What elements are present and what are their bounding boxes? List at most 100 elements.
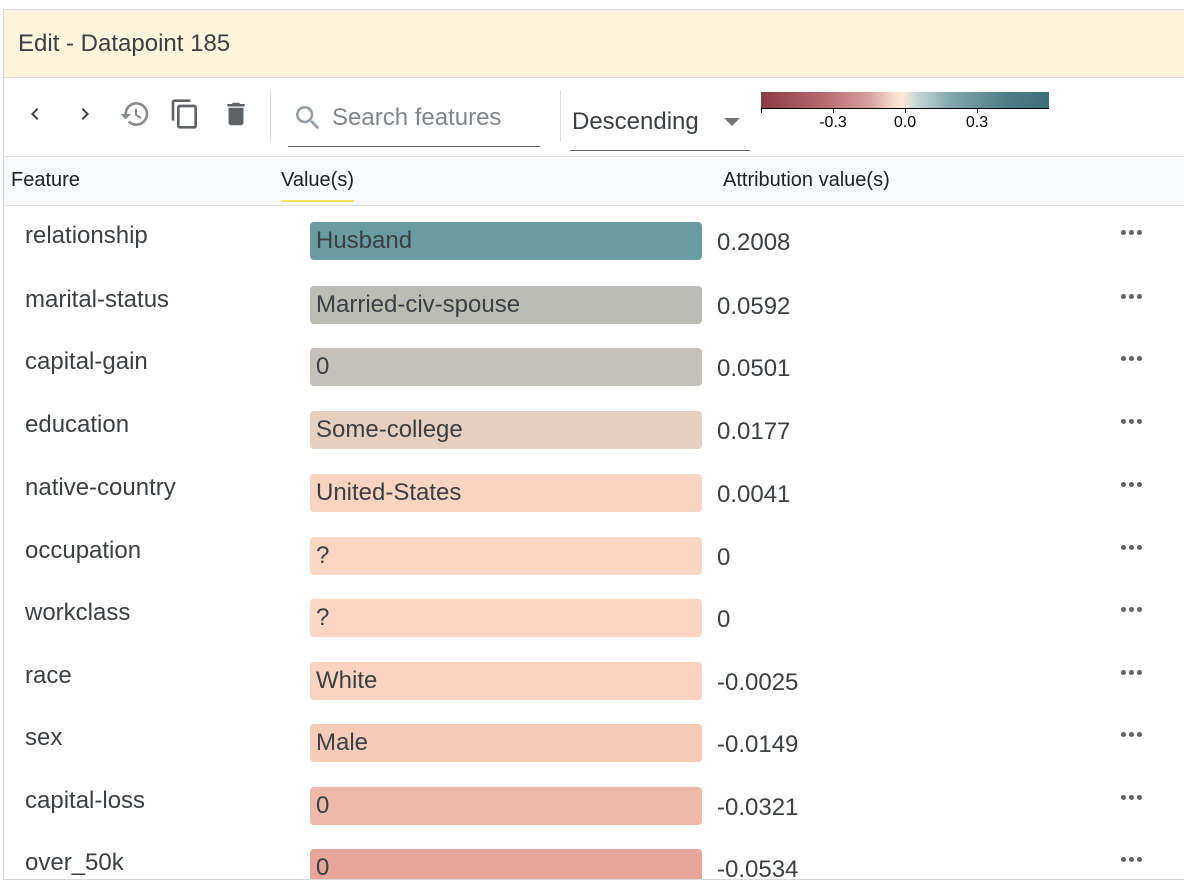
table-row: occupation? 0: [4, 521, 1184, 583]
feature-value-field[interactable]: White: [310, 662, 702, 700]
attribution-value: 0.2008: [717, 229, 791, 256]
next-button[interactable]: [65, 94, 105, 134]
search-features-field[interactable]: [288, 98, 540, 147]
chevron-right-icon: [81, 108, 89, 120]
toolbar-divider: [270, 90, 271, 142]
feature-value-field[interactable]: Some-college: [310, 411, 702, 449]
more-horiz-icon: [1120, 856, 1142, 862]
more-options-button[interactable]: [1116, 346, 1146, 370]
feature-value-field[interactable]: 0: [310, 787, 702, 825]
more-options-button[interactable]: [1116, 597, 1146, 621]
more-options-button[interactable]: [1116, 722, 1146, 746]
more-horiz-icon: [1120, 355, 1142, 361]
more-horiz-icon: [1120, 481, 1142, 487]
panel-title-bar: Edit - Datapoint 185: [4, 10, 1184, 78]
feature-value-field[interactable]: 0: [310, 348, 702, 386]
table-row: capital-loss 0 -0.0321: [4, 771, 1184, 833]
feature-value-field[interactable]: United-States: [310, 474, 702, 512]
dropdown-caret-icon: [724, 118, 740, 126]
feature-name: capital-gain: [25, 348, 148, 375]
more-horiz-icon: [1120, 229, 1142, 235]
feature-table-body: relationship Husband 0.2008 marital-status M…: [4, 206, 1184, 879]
toolbar: Descending -0.3 0.0 0.3: [4, 78, 1184, 157]
more-options-button[interactable]: [1116, 535, 1146, 559]
toolbar-divider: [560, 90, 561, 142]
legend-gradient: [761, 92, 1049, 108]
panel-title: Edit - Datapoint 185: [18, 29, 231, 57]
feature-value-field[interactable]: Husband: [310, 222, 702, 260]
attribution-value: 0: [717, 544, 731, 571]
feature-value-field[interactable]: ?: [310, 537, 702, 575]
column-header-feature[interactable]: Feature: [11, 169, 80, 191]
sort-order-select[interactable]: Descending: [570, 98, 750, 151]
attribution-value: -0.0149: [717, 731, 799, 758]
feature-name: over_50k: [25, 849, 124, 876]
delete-button[interactable]: [216, 94, 256, 134]
previous-button[interactable]: [15, 94, 55, 134]
more-horiz-icon: [1120, 794, 1142, 800]
more-options-button[interactable]: [1116, 472, 1146, 496]
table-row: sex Male -0.0149: [4, 708, 1184, 770]
feature-name: education: [25, 411, 130, 438]
legend-tick-label: 0.3: [965, 114, 989, 131]
attribution-value: 0.0501: [717, 355, 791, 382]
duplicate-button[interactable]: [165, 94, 205, 134]
history-icon: [120, 102, 149, 126]
table-row: race White -0.0025: [4, 646, 1184, 708]
more-horiz-icon: [1120, 606, 1142, 612]
more-horiz-icon: [1120, 669, 1142, 675]
more-horiz-icon: [1120, 418, 1142, 424]
chevron-left-icon: [31, 108, 39, 120]
table-row: education Some-college 0.0177: [4, 395, 1184, 457]
table-row: native-country United-States 0.0041: [4, 458, 1184, 520]
feature-value-field[interactable]: 0: [310, 849, 702, 879]
table-row: relationship Husband 0.2008: [4, 206, 1184, 268]
trash-icon: [227, 102, 245, 126]
feature-value-field[interactable]: Male: [310, 724, 702, 762]
legend-tick-label: 0.0: [893, 114, 917, 131]
feature-name: sex: [25, 724, 63, 751]
attribution-color-legend: -0.3 0.0 0.3: [761, 92, 1049, 140]
more-options-button[interactable]: [1116, 284, 1146, 308]
more-options-button[interactable]: [1116, 220, 1146, 244]
copy-icon: [171, 99, 197, 129]
feature-name: marital-status: [25, 286, 170, 313]
legend-tick-label: -0.3: [819, 114, 847, 131]
table-row: over_50k 0 -0.0534: [4, 833, 1184, 880]
table-row: marital-status Married-civ-spouse 0.0592: [4, 270, 1184, 332]
table-header: Feature Value(s) Attribution value(s): [4, 157, 1184, 206]
attribution-value: -0.0534: [717, 856, 799, 880]
feature-name: native-country: [25, 474, 176, 501]
table-row: capital-gain 0 0.0501: [4, 332, 1184, 394]
attribution-value: 0.0041: [717, 481, 791, 508]
more-options-button[interactable]: [1116, 660, 1146, 684]
feature-value-field[interactable]: Married-civ-spouse: [310, 286, 702, 324]
attribution-value: 0: [717, 606, 731, 633]
search-input[interactable]: [330, 102, 539, 134]
legend-tick: [905, 108, 906, 113]
more-horiz-icon: [1120, 544, 1142, 550]
attribution-value: 0.0177: [717, 418, 791, 445]
column-header-values[interactable]: Value(s): [281, 169, 354, 202]
feature-name: occupation: [25, 537, 142, 564]
attribution-value: -0.0025: [717, 669, 799, 696]
feature-name: capital-loss: [25, 787, 146, 814]
more-options-button[interactable]: [1116, 847, 1146, 871]
more-horiz-icon: [1120, 293, 1142, 299]
legend-tick: [761, 108, 762, 113]
feature-name: race: [25, 662, 72, 689]
feature-value-field[interactable]: ?: [310, 599, 702, 637]
table-row: workclass? 0: [4, 583, 1184, 645]
more-options-button[interactable]: [1116, 409, 1146, 433]
legend-tick: [977, 108, 978, 113]
sort-order-value: Descending: [572, 108, 699, 135]
column-header-attribution[interactable]: Attribution value(s): [723, 169, 890, 191]
more-options-button[interactable]: [1116, 785, 1146, 809]
legend-tick: [833, 108, 834, 113]
search-icon: [296, 106, 320, 130]
feature-name: workclass: [25, 599, 131, 626]
reset-history-button[interactable]: [115, 94, 155, 134]
attribution-value: 0.0592: [717, 293, 791, 320]
more-horiz-icon: [1120, 731, 1142, 737]
attribution-value: -0.0321: [717, 794, 799, 821]
